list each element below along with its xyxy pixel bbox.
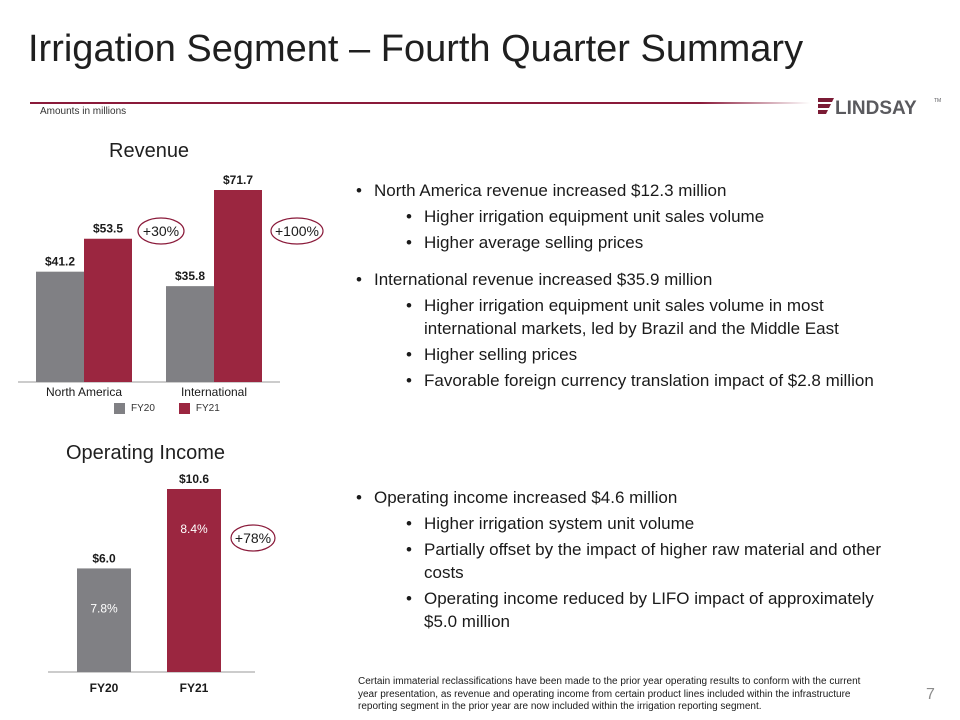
oi-data-label: $6.0 [92, 551, 116, 565]
oi-bar [77, 568, 131, 672]
title-rule [30, 102, 810, 104]
revenue-change-oval [270, 217, 324, 245]
oi-data-label: $10.6 [179, 472, 209, 486]
revenue-chart-title: Revenue [109, 140, 190, 162]
sub-bullet-item: Higher irrigation equipment unit sales v… [406, 295, 901, 341]
revenue-data-label: $41.2 [45, 255, 75, 269]
amounts-note: Amounts in millions [40, 106, 127, 117]
revenue-change-label: +30% [143, 223, 179, 239]
revenue-bullets: North America revenue increased $12.3 mi… [356, 180, 901, 407]
slide-title: Irrigation Segment – Fourth Quarter Summ… [28, 28, 804, 70]
logo-mark-icon [818, 98, 834, 114]
sub-bullet-item: Favorable foreign currency translation i… [406, 370, 901, 393]
revenue-change-label: +100% [275, 223, 319, 239]
title-rule-fade [700, 102, 810, 104]
sub-bullet-item: Higher average selling prices [406, 232, 901, 255]
oi-margin-label: 8.4% [180, 522, 208, 536]
operating-income-bullets: Operating income increased $4.6 million H… [356, 487, 901, 648]
revenue-bar [36, 271, 84, 382]
oi-change-oval [230, 524, 276, 552]
legend-swatch-fy21 [178, 403, 190, 414]
revenue-bar [166, 286, 214, 382]
page-number: 7 [926, 686, 935, 703]
logo-text: LINDSAY [835, 98, 917, 117]
operating-income-chart: $6.0 7.8% FY20 $10.6 8.4% FY21 +78% [48, 472, 276, 695]
revenue-category-label: North America [46, 385, 122, 399]
lindsay-logo: LINDSAY TM [818, 98, 941, 117]
bullet-item: International revenue increased $35.9 mi… [356, 269, 901, 292]
sub-bullet-item: Higher irrigation equipment unit sales v… [406, 206, 901, 229]
sub-bullet-item: Partially offset by the impact of higher… [406, 539, 901, 585]
sub-bullet-item: Operating income reduced by LIFO impact … [406, 588, 901, 634]
revenue-bar [214, 190, 262, 382]
bullet-group: North America revenue increased $12.3 mi… [356, 180, 901, 255]
oi-change-label: +78% [235, 530, 271, 546]
revenue-data-label: $35.8 [175, 269, 205, 283]
revenue-chart: $41.2 $53.5 North America $35.8 $71.7 Interna… [18, 173, 324, 399]
svg-text:TM: TM [934, 98, 941, 104]
revenue-legend: FY20 FY21 [114, 403, 220, 414]
oi-category-label: FY21 [180, 681, 209, 695]
legend-swatch-fy20 [114, 403, 125, 414]
sub-bullet-item: Higher selling prices [406, 344, 901, 367]
oi-category-label: FY20 [90, 681, 119, 695]
revenue-data-label: $71.7 [223, 173, 253, 187]
bullet-group: Operating income increased $4.6 million H… [356, 487, 901, 634]
legend-label-fy21: FY21 [195, 403, 220, 414]
bullet-item: Operating income increased $4.6 million [356, 487, 901, 510]
revenue-data-label: $53.5 [93, 222, 123, 236]
sub-bullet-item: Higher irrigation system unit volume [406, 513, 901, 536]
revenue-category-label: International [181, 385, 247, 399]
operating-income-chart-title: Operating Income [66, 442, 225, 464]
oi-bar [167, 489, 221, 672]
legend-label-fy20: FY20 [131, 403, 155, 414]
bullet-item: North America revenue increased $12.3 mi… [356, 180, 901, 203]
oi-margin-label: 7.8% [90, 601, 118, 615]
revenue-bar [84, 238, 132, 382]
footnote: Certain immaterial reclassifications hav… [358, 676, 861, 712]
bullet-group: International revenue increased $35.9 mi… [356, 269, 901, 393]
revenue-change-oval [137, 217, 185, 245]
